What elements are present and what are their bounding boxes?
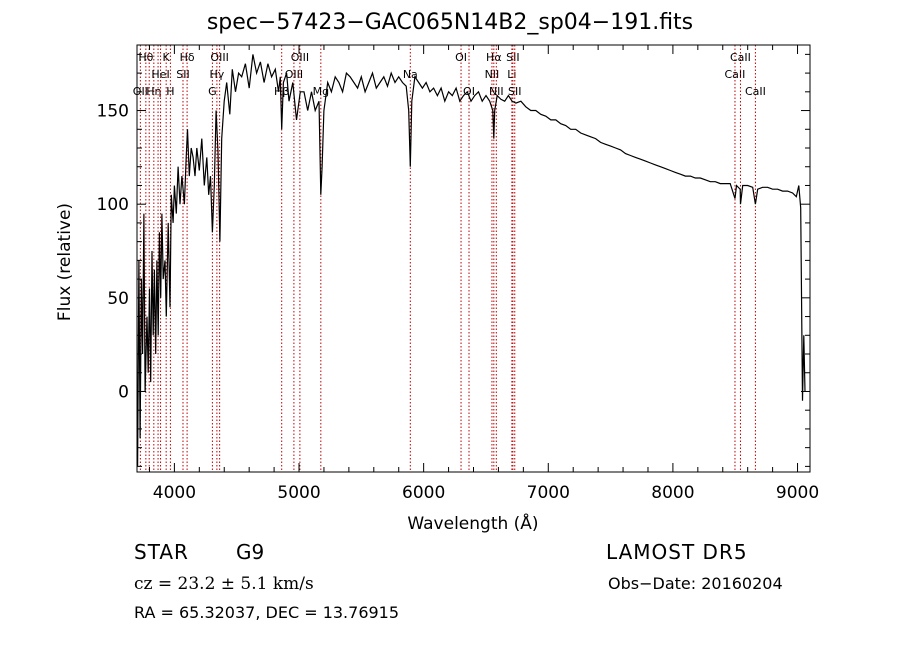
y-axis: 0 50 100 150 <box>97 53 810 467</box>
observation-date: Obs−Date: 20160204 <box>608 574 783 593</box>
line-marker-label: NII <box>485 68 500 81</box>
line-marker-label: NII <box>489 85 504 98</box>
x-tick-label: 8000 <box>651 483 694 503</box>
line-marker-label: G <box>208 85 217 98</box>
line-marker-label: Hα <box>486 51 502 64</box>
line-marker-label: Mg <box>313 85 329 98</box>
spectrum-series <box>137 54 806 467</box>
line-marker-label: OIII <box>285 68 303 81</box>
line-marker-label: Hβ <box>274 85 289 98</box>
line-marker-label: CaII <box>730 51 751 64</box>
x-axis: 4000 5000 6000 7000 8000 9000 <box>148 45 819 503</box>
line-marker-label: SII <box>506 51 519 64</box>
x-tick-label: 4000 <box>153 483 196 503</box>
spectrum-line <box>137 54 806 467</box>
line-marker-label: CaII <box>725 68 746 81</box>
y-tick-label: 150 <box>97 102 129 122</box>
x-axis-label: Wavelength (Å) <box>407 512 538 534</box>
line-marker-label: Hθ <box>138 51 153 64</box>
line-marker-label: SII <box>176 68 189 81</box>
x-tick-label: 6000 <box>402 483 445 503</box>
line-marker-label: OI <box>463 85 475 98</box>
line-marker-label: K <box>163 51 171 64</box>
line-marker-label: Hδ <box>180 51 195 64</box>
y-axis-label: Flux (relative) <box>55 203 75 321</box>
line-marker-label: OIII <box>291 51 309 64</box>
line-marker-label: Li <box>507 68 516 81</box>
line-markers: OIIHθHηHeIKHSIIHδGHγOIIIHβOIIIOIIIMgNaOI… <box>133 45 766 472</box>
redshift-velocity: cz = 23.2 ± 5.1 km/s <box>134 574 314 594</box>
x-tick-label: 7000 <box>527 483 570 503</box>
line-marker-label: SII <box>508 85 521 98</box>
line-marker-label: Hη <box>146 85 161 98</box>
line-marker-label: Hγ <box>209 68 224 81</box>
object-class: STAR <box>134 540 189 564</box>
line-marker-label: CaII <box>745 85 766 98</box>
chart-title: spec−57423−GAC065N14B2_sp04−191.fits <box>206 10 694 35</box>
line-marker-label: OIII <box>210 51 228 64</box>
x-tick-label: 9000 <box>776 483 819 503</box>
plot-frame <box>136 44 811 473</box>
x-tick-label: 5000 <box>277 483 320 503</box>
line-marker-label: OI <box>455 51 467 64</box>
line-marker-label: H <box>166 85 174 98</box>
spectral-subclass: G9 <box>236 540 265 564</box>
y-tick-label: 50 <box>107 289 129 309</box>
survey-name: LAMOST DR5 <box>606 540 748 564</box>
line-marker-label: Na <box>403 68 418 81</box>
y-tick-label: 100 <box>97 195 129 215</box>
y-tick-label: 0 <box>118 382 129 402</box>
line-marker-label: HeI <box>151 68 169 81</box>
coordinates: RA = 65.32037, DEC = 13.76915 <box>134 603 400 622</box>
